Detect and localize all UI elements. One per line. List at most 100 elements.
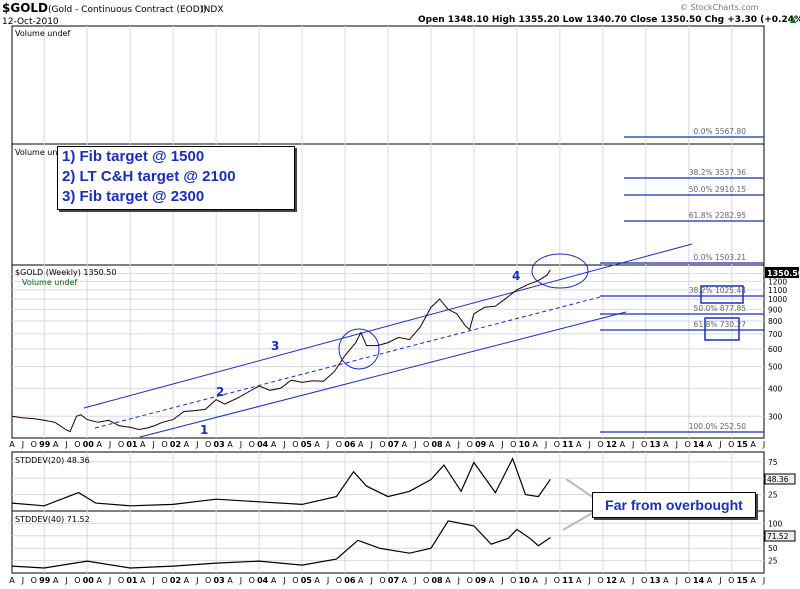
x-tick-label: A xyxy=(402,576,408,585)
x-tick-label: A xyxy=(271,440,277,449)
std20-last-badge xyxy=(764,473,796,485)
price-tick-label: 1100 xyxy=(768,286,787,295)
chart-description: (Gold - Continuous Contract (EOD)) xyxy=(48,5,207,15)
x-tick-label: 06 xyxy=(344,576,356,585)
x-tick-label: J xyxy=(457,576,460,585)
x-tick-label: A xyxy=(663,440,669,449)
x-tick-label: O xyxy=(423,576,429,585)
price-tick-label: 1000 xyxy=(768,295,787,304)
x-tick-label: 00 xyxy=(83,576,95,585)
x-tick-label: A xyxy=(532,576,538,585)
x-tick-label: 10 xyxy=(519,576,531,585)
x-tick-label: J xyxy=(239,576,242,585)
price-tick-label: 700 xyxy=(768,330,783,339)
x-tick-label: J xyxy=(64,440,67,449)
x-tick-label: 99 xyxy=(39,440,51,449)
overbought-callout: Far from overbought xyxy=(592,492,756,518)
x-tick-label: A xyxy=(750,576,756,585)
last-price-label: 1350.50 xyxy=(767,269,800,278)
x-tick-label: O xyxy=(728,576,734,585)
x-tick-label: 14 xyxy=(693,440,705,449)
last-price-badge xyxy=(765,267,799,278)
x-tick-label: A xyxy=(445,576,451,585)
up-arrow-icon: ▲ xyxy=(790,15,797,24)
x-tick-label: J xyxy=(64,576,67,585)
wave-label-1: 1 xyxy=(200,423,208,437)
x-tick-label: J xyxy=(587,440,590,449)
x-tick-label: O xyxy=(597,576,603,585)
x-tick-label: A xyxy=(532,440,538,449)
x-tick-label: A xyxy=(227,440,233,449)
price-tick-label: 300 xyxy=(768,412,783,421)
x-tick-label: 13 xyxy=(649,576,660,585)
x-tick-label: O xyxy=(205,576,211,585)
x-tick-label: 11 xyxy=(562,576,574,585)
x-tick-label: A xyxy=(140,440,146,449)
x-tick-label: J xyxy=(152,440,155,449)
x-tick-label: A xyxy=(402,440,408,449)
x-tick-label: 05 xyxy=(301,440,313,449)
price-tick-label: 1200 xyxy=(768,277,787,286)
x-tick-label: J xyxy=(631,576,634,585)
x-tick-label: O xyxy=(467,576,473,585)
x-tick-label: O xyxy=(74,440,80,449)
x-tick-label: A xyxy=(663,576,669,585)
std40-last-label: 71.52 xyxy=(767,532,789,541)
x-tick-label: 12 xyxy=(606,440,617,449)
x-tick-label: O xyxy=(597,440,603,449)
x-tick-label: 02 xyxy=(170,576,181,585)
x-tick-label: J xyxy=(457,440,460,449)
x-tick-label: O xyxy=(31,440,37,449)
x-tick-label: O xyxy=(685,440,691,449)
x-tick-label: O xyxy=(554,576,560,585)
x-tick-label: J xyxy=(21,440,24,449)
panel-label-volume-mid: Volume undef xyxy=(15,148,70,157)
x-tick-label: 14 xyxy=(693,576,705,585)
callout-arrow-std20 xyxy=(565,478,595,499)
x-tick-label: J xyxy=(675,440,678,449)
x-tick-label: J xyxy=(108,440,111,449)
x-tick-label: O xyxy=(31,576,37,585)
fib-level-label: 50.0% 877.85 xyxy=(694,304,747,313)
x-tick-label: O xyxy=(118,576,124,585)
fib-level-label: 100.0% 252.50 xyxy=(689,422,746,431)
x-tick-label: 04 xyxy=(257,440,269,449)
x-tick-label: O xyxy=(161,576,167,585)
x-tick-label: O xyxy=(292,440,298,449)
x-tick-label: 10 xyxy=(519,440,531,449)
x-tick-label: O xyxy=(336,576,342,585)
x-tick-label: J xyxy=(500,440,503,449)
x-tick-label: O xyxy=(641,440,647,449)
x-tick-label: J xyxy=(282,576,285,585)
x-tick-label: A xyxy=(358,440,364,449)
target-2: 2) LT C&H target @ 2100 xyxy=(62,168,236,185)
panel-label-std40: STDDEV(40) 71.52 xyxy=(15,515,90,524)
x-tick-label: J xyxy=(675,576,678,585)
x-tick-label: 12 xyxy=(606,576,617,585)
fib-level-label: 0.0% 5567.80 xyxy=(694,127,747,136)
x-tick-label: 04 xyxy=(257,576,269,585)
x-tick-label: O xyxy=(510,576,516,585)
chart-symbol: $GOLD xyxy=(2,1,48,15)
x-tick-label: A xyxy=(445,440,451,449)
x-tick-label: A xyxy=(314,440,320,449)
fib-level-label: 50.0% 2910.15 xyxy=(689,185,746,194)
x-tick-label: A xyxy=(489,576,495,585)
x-tick-label: O xyxy=(74,576,80,585)
x-tick-label: A xyxy=(620,576,626,585)
x-tick-label: 11 xyxy=(562,440,574,449)
fib-level-label: 38.2% 3537.36 xyxy=(689,168,746,177)
grid-lines xyxy=(12,26,764,573)
price-tick-label: 400 xyxy=(768,384,783,393)
x-tick-label: J xyxy=(718,440,721,449)
target-1: 1) Fib target @ 1500 xyxy=(62,148,205,165)
chart-date: 12-Oct-2010 xyxy=(2,17,59,27)
x-tick-label: 06 xyxy=(344,440,356,449)
std40-last-badge xyxy=(764,530,796,542)
panel-label-volume-top: Volume undef xyxy=(15,29,70,38)
x-tick-label: O xyxy=(161,440,167,449)
x-tick-label: A xyxy=(271,576,277,585)
channel-mid-line xyxy=(94,296,601,429)
x-tick-label: O xyxy=(336,440,342,449)
wave-label-4: 4 xyxy=(512,269,520,283)
